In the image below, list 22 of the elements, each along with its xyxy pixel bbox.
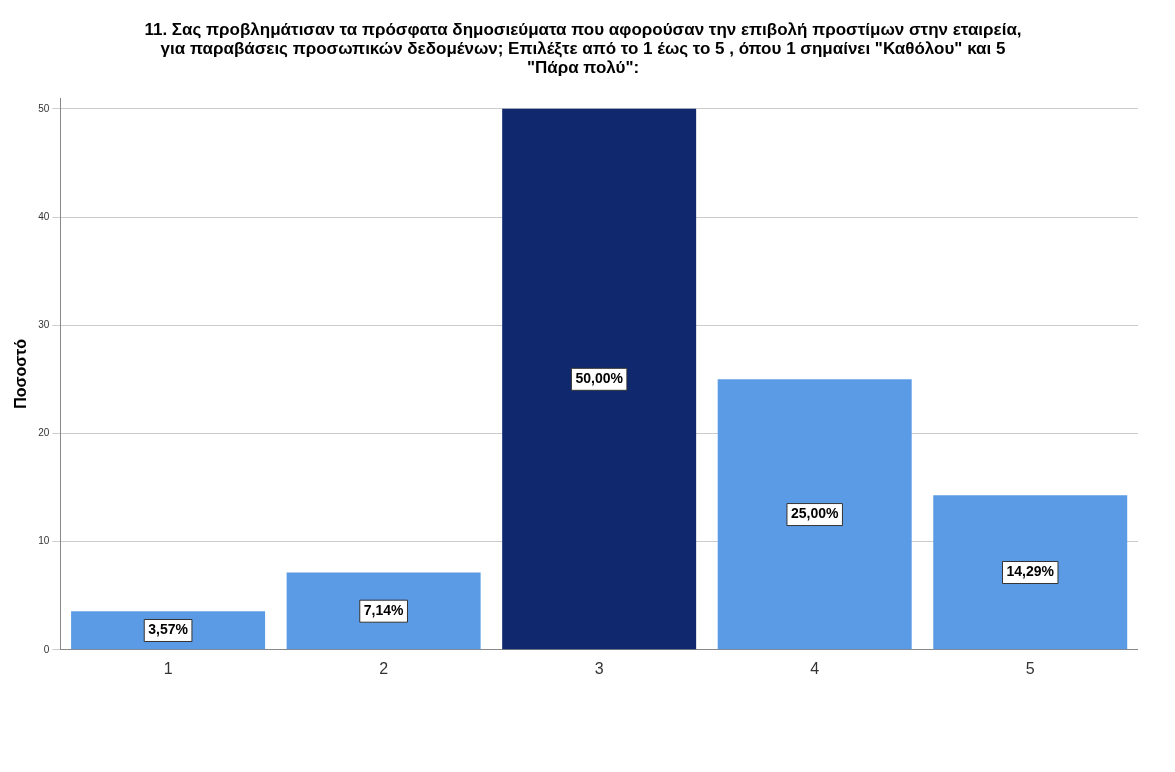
chart-title: 11. Σας προβλημάτισαν τα πρόσφατα δημοσιεύματα που αφορούσαν την επιβολή προστίμων στην εταιρεία, για παραβάσεις προσωπικών δεδομένων; Επιλέξτε από το 1 έως το 5 , όπου 1 σημαίνει "Καθόλου" και 5 "Πάρα πολύ": (143, 20, 1023, 77)
data-label: 25,00% (790, 505, 839, 522)
bar (286, 572, 481, 650)
y-tick-label: 10 (38, 535, 50, 547)
bar (933, 495, 1128, 650)
y-tick-label: 0 (43, 643, 50, 655)
data-label: 7,14% (363, 602, 405, 619)
x-tick-label: 3 (594, 659, 604, 677)
y-tick-label: 40 (38, 210, 50, 222)
data-label: 14,29% (1006, 563, 1055, 580)
data-label: 3,57% (148, 621, 189, 638)
y-axis-title: Ποσοστό (12, 338, 30, 409)
y-tick-label: 20 (38, 427, 50, 439)
bar (502, 108, 697, 650)
data-label: 50,00% (575, 370, 624, 387)
x-tick-label: 4 (810, 659, 820, 677)
bar (717, 379, 912, 650)
x-tick-label: 2 (379, 659, 389, 677)
x-tick-label: 1 (163, 659, 173, 677)
x-tick-label: 5 (1025, 659, 1035, 677)
y-tick-label: 50 (38, 102, 50, 114)
y-tick-label: 30 (38, 318, 50, 330)
